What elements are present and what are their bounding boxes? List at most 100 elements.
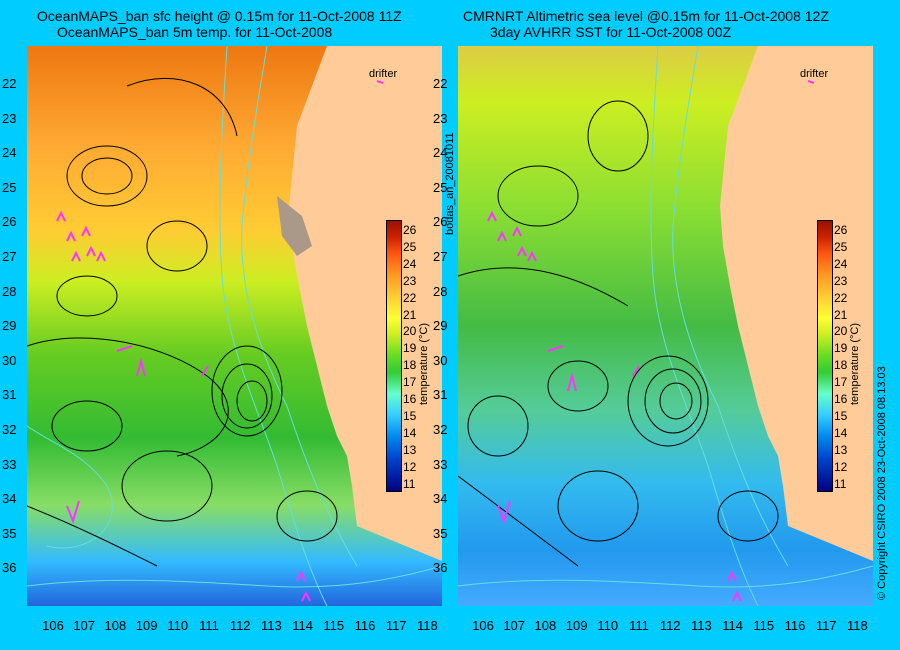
longitude-label: 107 (73, 618, 96, 633)
colorbar-tick: 18 (403, 358, 417, 373)
latitude-label: 31 (2, 387, 17, 403)
colorbar-tick: 25 (403, 239, 417, 254)
longitude-label: 107 (503, 618, 526, 633)
longitude-label: 116 (784, 618, 806, 633)
latitude-label: 22 (433, 76, 448, 91)
colorbar-tick: 15 (834, 408, 848, 423)
longitude-label: 111 (199, 618, 219, 633)
colorbar-tick: 21 (403, 307, 417, 322)
colorbar-tick: 16 (834, 392, 848, 406)
latitude-label: 29 (433, 318, 448, 334)
colorbar-tick: 26 (403, 223, 417, 237)
colorbar-tick: 16 (403, 392, 417, 406)
height-contours (27, 77, 338, 567)
colorbar-tick: 22 (403, 290, 417, 305)
longitude-label: 114 (292, 618, 313, 633)
longitude-label: 117 (385, 618, 407, 633)
latitude-label: 25 (433, 179, 448, 195)
latitude-label: 34 (433, 491, 448, 507)
left-drifter-label: drifter (369, 68, 398, 80)
right-title-line2: 3day AVHRR SST for 11-Oct-2008 00Z (490, 24, 732, 40)
longitude-label: 108 (104, 618, 127, 633)
longitude-label: 117 (815, 618, 837, 633)
latitude-label: 27 (2, 249, 17, 264)
latitude-label: 28 (2, 283, 17, 299)
longitude-label: 115 (323, 618, 345, 633)
left-colorbar (386, 220, 402, 492)
latitude-label: 22 (2, 76, 17, 91)
longitude-label: 108 (534, 618, 557, 633)
colorbar-tick: 24 (834, 256, 848, 271)
latitude-label: 35 (2, 525, 17, 541)
bathymetry-lines (27, 46, 442, 606)
colorbar-tick: 20 (834, 324, 848, 339)
right-colorbar-label: temperature (°C) (849, 322, 861, 405)
left-title-line1: OceanMAPS_ban sfc height @ 0.15m for 11-… (37, 8, 402, 24)
latitude-label: 24 (2, 145, 17, 161)
drifter-markers (56, 80, 384, 602)
latitude-label: 30 (433, 352, 448, 368)
longitude-label: 116 (354, 618, 376, 633)
latitude-label: 31 (433, 387, 448, 403)
colorbar-tick: 13 (834, 442, 848, 457)
colorbar-tick: 18 (834, 358, 848, 373)
left-map-panel (27, 46, 442, 606)
right-title-line1: CMRNRT Altimetric sea level @0.15m for 1… (463, 8, 829, 24)
colorbar-tick: 23 (403, 273, 417, 288)
right-colorbar (817, 220, 833, 492)
colorbar-tick: 13 (403, 442, 417, 457)
land-mass (289, 46, 442, 561)
bodas-id-text: bodas_an_20081011 (444, 132, 456, 235)
sea-level-contours (458, 100, 779, 567)
colorbar-tick: 20 (403, 324, 417, 339)
latitude-label: 23 (2, 110, 17, 126)
colorbar-tick: 15 (403, 408, 417, 423)
copyright-text: © Copyright CSIRO 2008 23-Oct-2008 08:13… (876, 366, 888, 600)
longitude-label: 115 (753, 618, 775, 633)
colorbar-tick: 24 (403, 256, 417, 271)
colorbar-tick: 23 (834, 273, 848, 288)
colorbar-tick: 11 (403, 476, 416, 491)
longitude-label: 109 (565, 618, 588, 633)
right-drifter-label: drifter (800, 68, 829, 80)
longitude-label: 110 (167, 618, 189, 633)
latitude-label: 34 (2, 491, 17, 507)
longitude-label: 112 (229, 618, 251, 633)
latitude-label: 27 (433, 249, 448, 264)
longitude-label: 111 (629, 618, 649, 633)
latitude-label: 25 (2, 179, 17, 195)
longitude-label: 113 (691, 618, 712, 633)
colorbar-tick: 21 (834, 307, 848, 322)
latitude-label: 26 (433, 214, 448, 230)
right-map-svg (458, 46, 873, 606)
left-map-svg (27, 46, 442, 606)
latitude-label: 35 (433, 525, 448, 541)
latitude-label: 30 (2, 352, 17, 368)
longitude-label: 110 (597, 618, 619, 633)
latitude-label: 36 (433, 560, 448, 576)
longitude-label: 113 (261, 618, 282, 633)
longitude-label: 109 (135, 618, 158, 633)
longitude-label: 106 (42, 618, 64, 633)
land-mass (720, 46, 873, 561)
latitude-label: 32 (2, 422, 17, 437)
colorbar-tick: 22 (834, 290, 848, 305)
colorbar-tick: 14 (403, 425, 417, 440)
colorbar-tick: 14 (834, 425, 848, 440)
latitude-label: 33 (433, 456, 448, 472)
latitude-label: 23 (433, 110, 448, 126)
drifter-markers (487, 80, 815, 602)
right-map-panel (458, 46, 873, 606)
latitude-label: 24 (433, 145, 448, 161)
colorbar-tick: 25 (834, 239, 848, 254)
latitude-label: 36 (2, 560, 17, 576)
colorbar-tick: 17 (403, 375, 417, 390)
colorbar-tick: 19 (834, 341, 848, 356)
longitude-label: 118 (847, 618, 868, 633)
longitude-label: 106 (472, 618, 494, 633)
left-colorbar-label: temperature (°C) (418, 322, 430, 405)
left-title-line2: OceanMAPS_ban 5m temp. for 11-Oct-2008 (57, 24, 333, 40)
latitude-label: 33 (2, 456, 17, 472)
longitude-label: 112 (659, 618, 681, 633)
colorbar-tick: 17 (834, 375, 848, 390)
